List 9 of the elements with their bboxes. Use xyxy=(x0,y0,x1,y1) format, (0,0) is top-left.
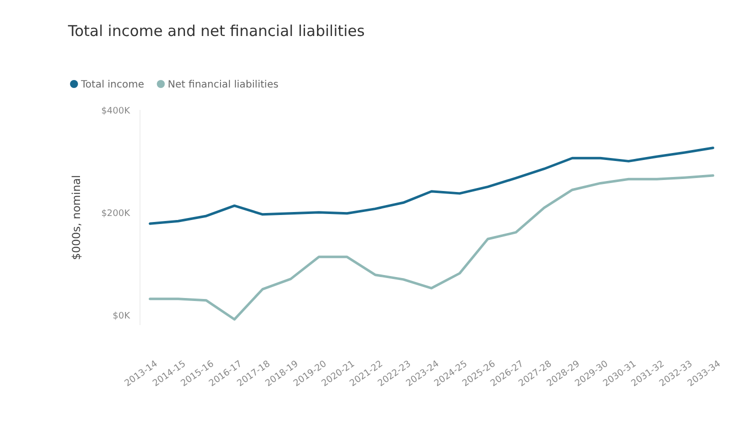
legend-label: Total income xyxy=(80,80,144,90)
line-series xyxy=(148,146,714,225)
line-series xyxy=(148,174,714,321)
legend-label: Net financial liabilities xyxy=(168,80,278,90)
y-tick-label: $400K xyxy=(101,106,132,116)
chart-title: Total income and net financial liabilities xyxy=(67,22,365,40)
y-axis-title: $000s, nominal xyxy=(70,175,83,260)
y-tick-label: $0K xyxy=(112,311,132,322)
y-tick-label: $200K xyxy=(101,208,132,219)
